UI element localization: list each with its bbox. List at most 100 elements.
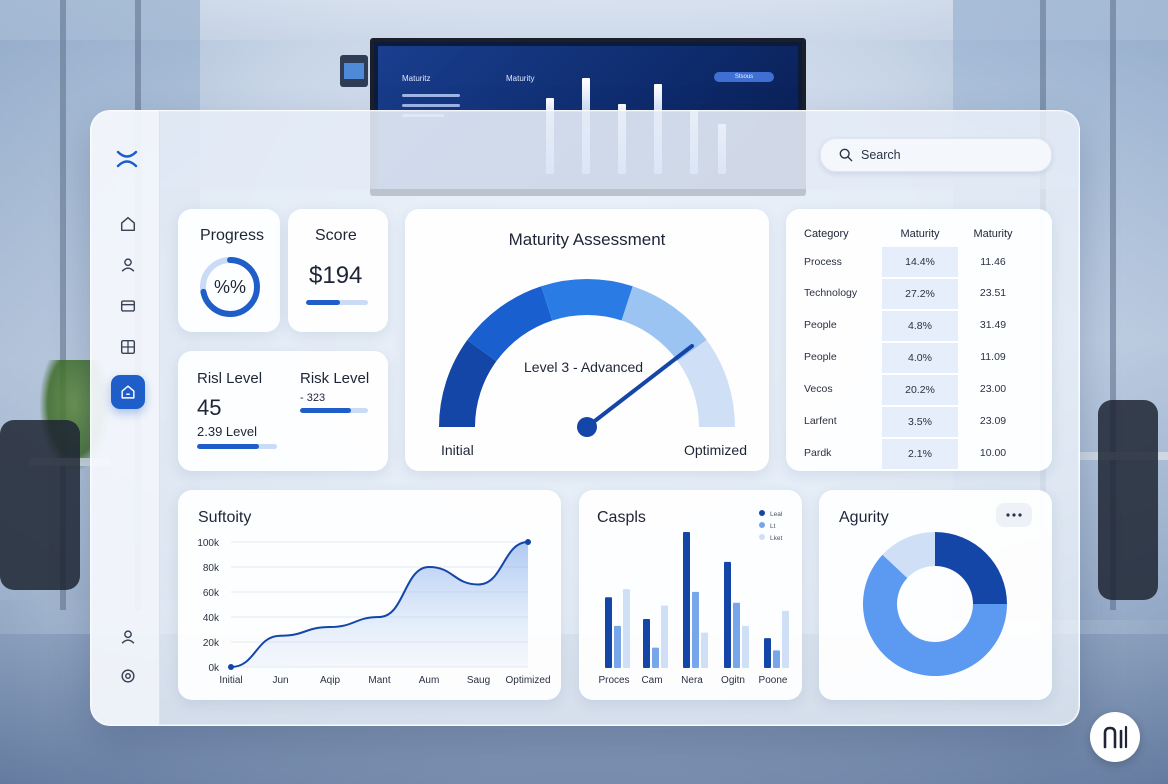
window-frame [1110, 0, 1116, 610]
table-row[interactable]: People 4.0% 11.09 [804, 341, 1028, 373]
bar [652, 647, 659, 668]
bar-chart: Proces Cam Nera Ogitn Poone Leal Lt Lket [598, 510, 789, 686]
table-cell: 20.2% [882, 373, 958, 405]
table-row[interactable]: People 4.8% 31.49 [804, 309, 1028, 341]
table-cell: Vecos [804, 383, 833, 395]
risk-progress-left [197, 444, 277, 449]
table-cell: 23.00 [979, 383, 1007, 395]
grid-icon[interactable] [111, 330, 145, 364]
risk-card: Risl Level 45 2.39 Level Risk Level - 32… [178, 351, 388, 471]
donut-slice [935, 532, 1007, 604]
table-cell: 11.46 [980, 256, 1006, 268]
legend-swatch [759, 522, 765, 528]
score-value: $194 [309, 262, 363, 289]
table-row[interactable]: Technology 27.2% 23.51 [804, 277, 1028, 309]
maturity-table: Category Maturity Maturity Process 14.4% 1… [804, 221, 1028, 469]
bar-chart-card: Caspls Proces Cam Nera Ogitn Poone Leal Lt Lket [579, 490, 802, 700]
legend-swatch [759, 510, 765, 516]
gauge-segment [467, 286, 553, 362]
bar [773, 650, 780, 668]
table-cell: People [804, 351, 837, 363]
legend-label: Lt [770, 523, 776, 530]
gauge-needle [585, 344, 694, 429]
data-point [525, 539, 531, 545]
legend-swatch [759, 534, 765, 540]
line-chart-title: Suftoity [198, 509, 252, 526]
table-cell: 2.1% [882, 437, 958, 469]
monitor-title: Maturitz [402, 74, 431, 83]
maturity-title: Maturity Assessment [508, 230, 666, 249]
y-tick-label: 60k [203, 588, 220, 599]
maturity-table-card: Category Maturity Maturity Process 14.4% 1… [786, 209, 1052, 471]
bar-chart-title: Caspls [597, 509, 646, 526]
table-row[interactable]: Pardk 2.1% 10.00 [804, 437, 1028, 469]
bar [724, 561, 731, 668]
x-tick-label: Aqip [320, 675, 340, 686]
gauge-segment [541, 279, 633, 321]
y-tick-label: 40k [203, 613, 220, 624]
table-cell: Technology [804, 287, 858, 299]
table-header-row: Category Maturity Maturity [804, 221, 1028, 247]
risk-sub-left: 2.39 Level [197, 424, 257, 439]
table-cell: 4.8% [882, 309, 958, 341]
more-icon[interactable] [996, 503, 1032, 527]
donut-chart-title: Agurity [839, 509, 889, 526]
user-icon[interactable] [111, 248, 145, 282]
donut-slice [882, 532, 935, 578]
table-cell: 10.00 [979, 447, 1007, 459]
bar [683, 532, 690, 668]
bar [692, 591, 699, 668]
x-tick-label: Nera [681, 675, 703, 686]
house-icon[interactable] [111, 375, 145, 409]
progress-value: %% [214, 277, 246, 297]
progress-card: Progress %% [178, 209, 280, 332]
monitor-button: Stsous [714, 72, 774, 82]
home-icon[interactable] [111, 207, 145, 241]
gauge-hub [577, 417, 597, 437]
bar [643, 619, 650, 668]
x-tick-label: Poone [759, 675, 788, 686]
x-tick-label: Proces [598, 675, 629, 686]
column-header: Maturity [900, 228, 940, 240]
search-input[interactable]: Search [820, 138, 1052, 172]
table-cell: 23.09 [979, 415, 1007, 427]
table-cell: Pardk [804, 447, 832, 459]
y-tick-label: 80k [203, 563, 220, 574]
table-row[interactable]: Process 14.4% 11.46 [804, 247, 1028, 277]
table-row[interactable]: Vecos 20.2% 23.00 [804, 373, 1028, 405]
maturity-assessment-card: Maturity Assessment Level 3 - Advanced I… [405, 209, 769, 471]
risk-progress-right [300, 408, 368, 413]
table-row[interactable]: Larfent 3.5% 23.09 [804, 405, 1028, 437]
table-cell: 27.2% [882, 277, 958, 309]
maturity-level-label: Level 3 - Advanced [524, 359, 644, 375]
risk-title-left: Risl Level [197, 370, 263, 387]
dashboard-panel: Search Progress %% Score $194 Risl Level… [90, 110, 1080, 726]
table-cell: People [804, 319, 837, 331]
progress-ring: %% [200, 257, 260, 317]
bar [661, 605, 668, 668]
data-point [228, 664, 234, 670]
progress-title: Progress [200, 227, 265, 244]
brand-bars-icon[interactable] [1090, 712, 1140, 762]
maturity-gauge [439, 279, 735, 437]
monitor-list-item [402, 104, 460, 107]
logo-x-icon[interactable] [115, 147, 139, 171]
table-cell: 14.4% [882, 247, 958, 277]
window-frame [60, 0, 66, 610]
monitor-chart-title: Maturity [506, 74, 535, 83]
settings-icon[interactable] [111, 659, 145, 693]
legend-label: Leal [770, 511, 783, 518]
profile-icon[interactable] [111, 620, 145, 654]
gauge-segment [621, 286, 707, 362]
gauge-end-label: Optimized [683, 442, 747, 458]
risk-title-right: Risk Level [300, 370, 370, 387]
x-tick-label: Optimized [505, 675, 550, 686]
bar [701, 632, 708, 668]
bar [782, 610, 789, 668]
x-tick-label: Jun [272, 675, 288, 686]
risk-value-left: 45 [197, 395, 222, 420]
table-cell: 31.49 [979, 319, 1007, 331]
card-icon[interactable] [111, 289, 145, 323]
y-tick-label: 20k [203, 638, 220, 649]
series-line [230, 541, 529, 668]
